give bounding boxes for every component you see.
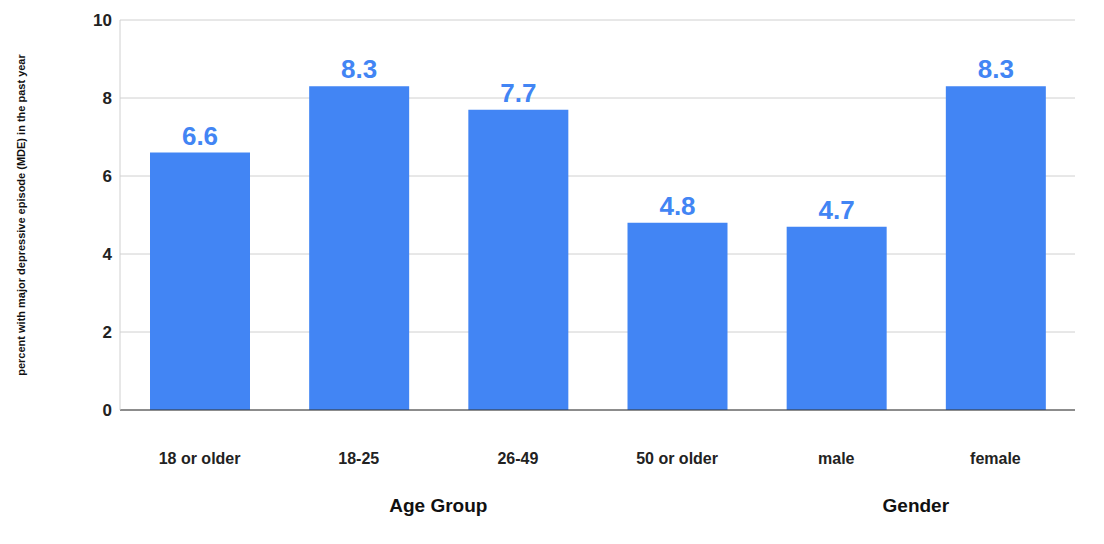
svg-text:6: 6 (103, 167, 112, 186)
svg-text:4.7: 4.7 (819, 195, 855, 225)
svg-text:2: 2 (103, 323, 112, 342)
svg-text:Gender: Gender (883, 495, 950, 516)
svg-text:10: 10 (93, 11, 112, 30)
svg-text:percent with major depressive: percent with major depressive episode (M… (15, 54, 27, 376)
svg-text:6.6: 6.6 (182, 121, 218, 151)
svg-text:0: 0 (103, 401, 112, 420)
svg-text:26-49: 26-49 (497, 450, 538, 467)
svg-text:18 or older: 18 or older (159, 450, 241, 467)
svg-text:8: 8 (103, 89, 112, 108)
svg-text:female: female (970, 450, 1021, 467)
svg-text:8.3: 8.3 (341, 54, 377, 84)
svg-text:8.3: 8.3 (978, 54, 1014, 84)
svg-text:50 or older: 50 or older (636, 450, 718, 467)
svg-text:male: male (818, 450, 855, 467)
svg-text:4.8: 4.8 (659, 191, 695, 221)
svg-text:4: 4 (103, 245, 113, 264)
svg-text:Age Group: Age Group (389, 495, 487, 516)
svg-text:18-25: 18-25 (338, 450, 379, 467)
svg-text:7.7: 7.7 (500, 78, 536, 108)
